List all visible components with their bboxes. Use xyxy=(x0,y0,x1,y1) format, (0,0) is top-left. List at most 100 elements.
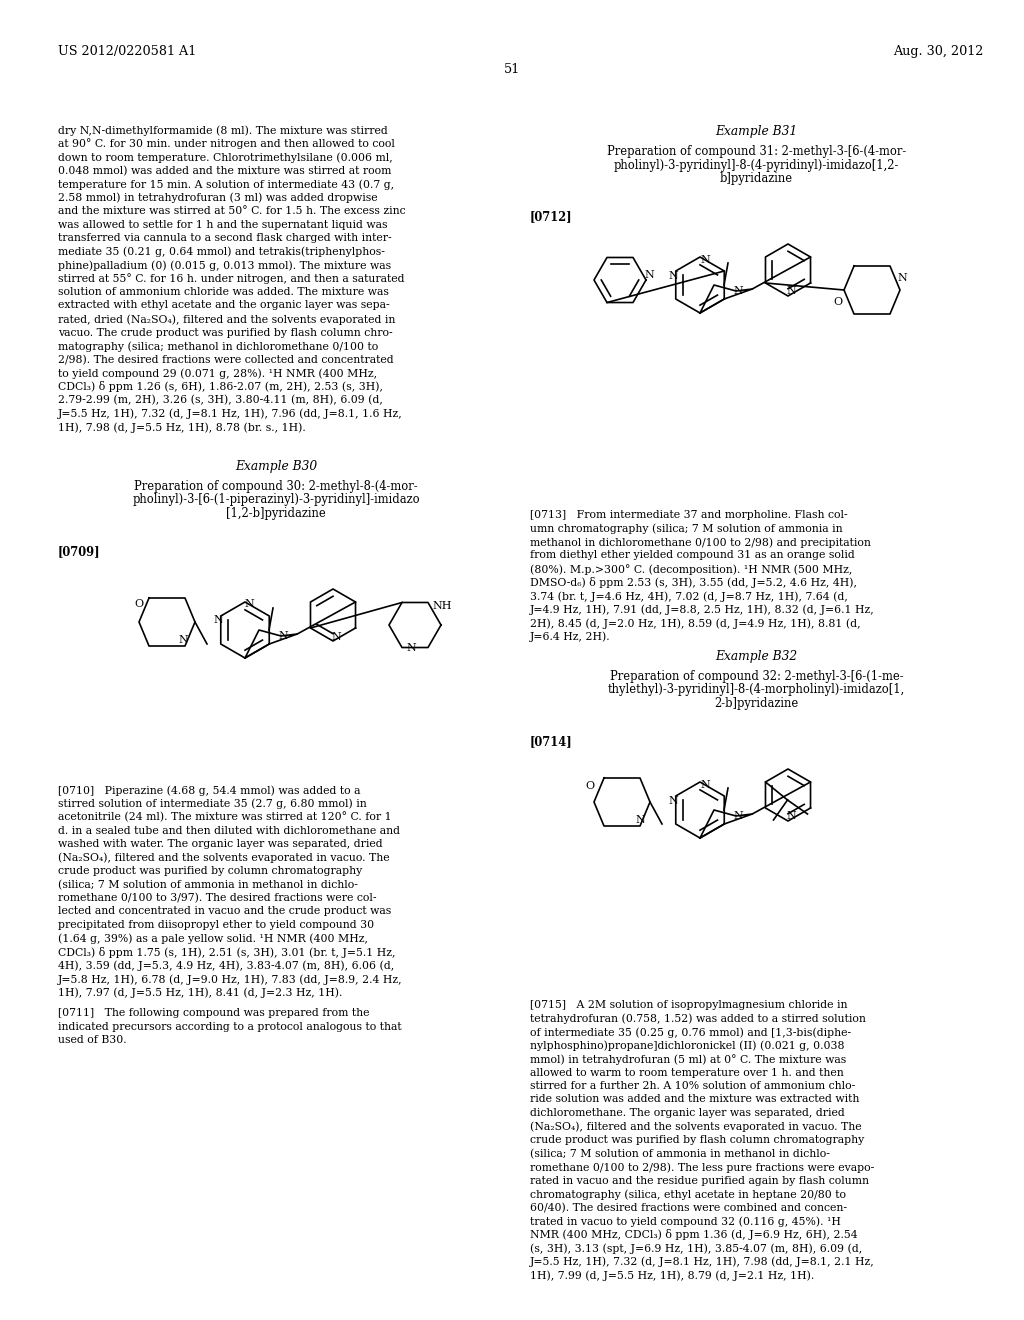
Text: nylphosphino)propane]dichloronickel (II) (0.021 g, 0.038: nylphosphino)propane]dichloronickel (II)… xyxy=(530,1040,845,1051)
Text: Preparation of compound 30: 2-methyl-8-(4-mor-: Preparation of compound 30: 2-methyl-8-(… xyxy=(134,480,418,492)
Text: solution of ammonium chloride was added. The mixture was: solution of ammonium chloride was added.… xyxy=(58,286,389,297)
Text: of intermediate 35 (0.25 g, 0.76 mmol) and [1,3-bis(diphe-: of intermediate 35 (0.25 g, 0.76 mmol) a… xyxy=(530,1027,851,1038)
Text: Example B31: Example B31 xyxy=(716,125,798,139)
Text: [0711]   The following compound was prepared from the: [0711] The following compound was prepar… xyxy=(58,1008,370,1018)
Text: N: N xyxy=(733,810,743,821)
Text: ride solution was added and the mixture was extracted with: ride solution was added and the mixture … xyxy=(530,1094,859,1105)
Text: N: N xyxy=(279,631,288,642)
Text: pholinyl)-3-[6-(1-piperazinyl)-3-pyridinyl]-imidazo: pholinyl)-3-[6-(1-piperazinyl)-3-pyridin… xyxy=(132,494,420,507)
Text: (80%). M.p.>300° C. (decomposition). ¹H NMR (500 MHz,: (80%). M.p.>300° C. (decomposition). ¹H … xyxy=(530,564,852,576)
Text: 1H), 7.97 (d, J=5.5 Hz, 1H), 8.41 (d, J=2.3 Hz, 1H).: 1H), 7.97 (d, J=5.5 Hz, 1H), 8.41 (d, J=… xyxy=(58,987,342,998)
Text: DMSO-d₆) δ ppm 2.53 (s, 3H), 3.55 (dd, J=5.2, 4.6 Hz, 4H),: DMSO-d₆) δ ppm 2.53 (s, 3H), 3.55 (dd, J… xyxy=(530,578,857,589)
Text: 2.79-2.99 (m, 2H), 3.26 (s, 3H), 3.80-4.11 (m, 8H), 6.09 (d,: 2.79-2.99 (m, 2H), 3.26 (s, 3H), 3.80-4.… xyxy=(58,395,383,405)
Text: CDCl₃) δ ppm 1.26 (s, 6H), 1.86-2.07 (m, 2H), 2.53 (s, 3H),: CDCl₃) δ ppm 1.26 (s, 6H), 1.86-2.07 (m,… xyxy=(58,381,383,392)
Text: US 2012/0220581 A1: US 2012/0220581 A1 xyxy=(58,45,197,58)
Text: NH: NH xyxy=(432,602,452,611)
Text: (silica; 7 M solution of ammonia in methanol in dichlo-: (silica; 7 M solution of ammonia in meth… xyxy=(530,1148,829,1159)
Text: to yield compound 29 (0.071 g, 28%). ¹H NMR (400 MHz,: to yield compound 29 (0.071 g, 28%). ¹H … xyxy=(58,368,377,379)
Text: dry N,N-dimethylformamide (8 ml). The mixture was stirred: dry N,N-dimethylformamide (8 ml). The mi… xyxy=(58,125,388,136)
Text: Preparation of compound 31: 2-methyl-3-[6-(4-mor-: Preparation of compound 31: 2-methyl-3-[… xyxy=(607,145,906,158)
Text: N: N xyxy=(786,810,796,821)
Text: [0709]: [0709] xyxy=(58,545,100,558)
Text: Example B30: Example B30 xyxy=(234,459,317,473)
Text: rated, dried (Na₂SO₄), filtered and the solvents evaporated in: rated, dried (Na₂SO₄), filtered and the … xyxy=(58,314,395,325)
Text: O: O xyxy=(586,781,595,791)
Text: 2/98). The desired fractions were collected and concentrated: 2/98). The desired fractions were collec… xyxy=(58,355,393,364)
Text: chromatography (silica, ethyl acetate in heptane 20/80 to: chromatography (silica, ethyl acetate in… xyxy=(530,1189,846,1200)
Text: J=4.9 Hz, 1H), 7.91 (dd, J=8.8, 2.5 Hz, 1H), 8.32 (d, J=6.1 Hz,: J=4.9 Hz, 1H), 7.91 (dd, J=8.8, 2.5 Hz, … xyxy=(530,605,874,615)
Text: b]pyridazine: b]pyridazine xyxy=(720,172,793,185)
Text: umn chromatography (silica; 7 M solution of ammonia in: umn chromatography (silica; 7 M solution… xyxy=(530,524,843,535)
Text: 51: 51 xyxy=(504,63,520,77)
Text: CDCl₃) δ ppm 1.75 (s, 1H), 2.51 (s, 3H), 3.01 (br. t, J=5.1 Hz,: CDCl₃) δ ppm 1.75 (s, 1H), 2.51 (s, 3H),… xyxy=(58,946,395,958)
Text: N: N xyxy=(669,271,679,281)
Text: [0712]: [0712] xyxy=(530,210,572,223)
Text: precipitated from diisopropyl ether to yield compound 30: precipitated from diisopropyl ether to y… xyxy=(58,920,374,931)
Text: N: N xyxy=(700,255,710,265)
Text: phine)palladium (0) (0.015 g, 0.013 mmol). The mixture was: phine)palladium (0) (0.015 g, 0.013 mmol… xyxy=(58,260,391,271)
Text: J=6.4 Hz, 2H).: J=6.4 Hz, 2H). xyxy=(530,631,610,642)
Text: temperature for 15 min. A solution of intermediate 43 (0.7 g,: temperature for 15 min. A solution of in… xyxy=(58,180,394,190)
Text: mmol) in tetrahydrofuran (5 ml) at 0° C. The mixture was: mmol) in tetrahydrofuran (5 ml) at 0° C.… xyxy=(530,1053,846,1065)
Text: 4H), 3.59 (dd, J=5.3, 4.9 Hz, 4H), 3.83-4.07 (m, 8H), 6.06 (d,: 4H), 3.59 (dd, J=5.3, 4.9 Hz, 4H), 3.83-… xyxy=(58,961,394,972)
Text: romethane 0/100 to 3/97). The desired fractions were col-: romethane 0/100 to 3/97). The desired fr… xyxy=(58,894,377,903)
Text: stirred solution of intermediate 35 (2.7 g, 6.80 mmol) in: stirred solution of intermediate 35 (2.7… xyxy=(58,799,367,809)
Text: vacuo. The crude product was purified by flash column chro-: vacuo. The crude product was purified by… xyxy=(58,327,392,338)
Text: pholinyl)-3-pyridinyl]-8-(4-pyridinyl)-imidazo[1,2-: pholinyl)-3-pyridinyl]-8-(4-pyridinyl)-i… xyxy=(613,158,899,172)
Text: (1.64 g, 39%) as a pale yellow solid. ¹H NMR (400 MHz,: (1.64 g, 39%) as a pale yellow solid. ¹H… xyxy=(58,933,368,944)
Text: (Na₂SO₄), filtered and the solvents evaporated in vacuo. The: (Na₂SO₄), filtered and the solvents evap… xyxy=(530,1122,861,1133)
Text: Preparation of compound 32: 2-methyl-3-[6-(1-me-: Preparation of compound 32: 2-methyl-3-[… xyxy=(609,671,903,682)
Text: romethane 0/100 to 2/98). The less pure fractions were evapo-: romethane 0/100 to 2/98). The less pure … xyxy=(530,1162,874,1172)
Text: was allowed to settle for 1 h and the supernatant liquid was: was allowed to settle for 1 h and the su… xyxy=(58,219,387,230)
Text: Example B32: Example B32 xyxy=(716,649,798,663)
Text: N: N xyxy=(700,780,710,789)
Text: crude product was purified by flash column chromatography: crude product was purified by flash colu… xyxy=(530,1135,864,1144)
Text: J=5.5 Hz, 1H), 7.32 (d, J=8.1 Hz, 1H), 7.96 (dd, J=8.1, 1.6 Hz,: J=5.5 Hz, 1H), 7.32 (d, J=8.1 Hz, 1H), 7… xyxy=(58,408,402,418)
Text: [0713]   From intermediate 37 and morpholine. Flash col-: [0713] From intermediate 37 and morpholi… xyxy=(530,510,848,520)
Text: N: N xyxy=(669,796,679,807)
Text: 1H), 7.98 (d, J=5.5 Hz, 1H), 8.78 (br. s., 1H).: 1H), 7.98 (d, J=5.5 Hz, 1H), 8.78 (br. s… xyxy=(58,422,306,433)
Text: [0714]: [0714] xyxy=(530,735,572,748)
Text: stirred at 55° C. for 16 h. under nitrogen, and then a saturated: stirred at 55° C. for 16 h. under nitrog… xyxy=(58,273,404,284)
Text: N: N xyxy=(733,286,743,296)
Text: dichloromethane. The organic layer was separated, dried: dichloromethane. The organic layer was s… xyxy=(530,1107,845,1118)
Text: [1,2-b]pyridazine: [1,2-b]pyridazine xyxy=(226,507,326,520)
Text: 60/40). The desired fractions were combined and concen-: 60/40). The desired fractions were combi… xyxy=(530,1203,847,1213)
Text: O: O xyxy=(134,599,143,609)
Text: N: N xyxy=(897,273,907,282)
Text: N: N xyxy=(406,643,416,652)
Text: acetonitrile (24 ml). The mixture was stirred at 120° C. for 1: acetonitrile (24 ml). The mixture was st… xyxy=(58,812,391,822)
Text: thylethyl)-3-pyridinyl]-8-(4-morpholinyl)-imidazo[1,: thylethyl)-3-pyridinyl]-8-(4-morpholinyl… xyxy=(608,684,905,697)
Text: N: N xyxy=(214,615,223,624)
Text: 0.048 mmol) was added and the mixture was stirred at room: 0.048 mmol) was added and the mixture wa… xyxy=(58,165,391,176)
Text: N: N xyxy=(644,271,654,280)
Text: stirred for a further 2h. A 10% solution of ammonium chlo-: stirred for a further 2h. A 10% solution… xyxy=(530,1081,855,1092)
Text: 3.74 (br. t, J=4.6 Hz, 4H), 7.02 (d, J=8.7 Hz, 1H), 7.64 (d,: 3.74 (br. t, J=4.6 Hz, 4H), 7.02 (d, J=8… xyxy=(530,591,848,602)
Text: and the mixture was stirred at 50° C. for 1.5 h. The excess zinc: and the mixture was stirred at 50° C. fo… xyxy=(58,206,406,216)
Text: 2-b]pyridazine: 2-b]pyridazine xyxy=(715,697,799,710)
Text: lected and concentrated in vacuo and the crude product was: lected and concentrated in vacuo and the… xyxy=(58,907,391,916)
Text: extracted with ethyl acetate and the organic layer was sepa-: extracted with ethyl acetate and the org… xyxy=(58,301,389,310)
Text: transferred via cannula to a second flask charged with inter-: transferred via cannula to a second flas… xyxy=(58,234,391,243)
Text: 2.58 mmol) in tetrahydrofuran (3 ml) was added dropwise: 2.58 mmol) in tetrahydrofuran (3 ml) was… xyxy=(58,193,378,203)
Text: [0710]   Piperazine (4.68 g, 54.4 mmol) was added to a: [0710] Piperazine (4.68 g, 54.4 mmol) wa… xyxy=(58,785,360,796)
Text: J=5.8 Hz, 1H), 6.78 (d, J=9.0 Hz, 1H), 7.83 (dd, J=8.9, 2.4 Hz,: J=5.8 Hz, 1H), 6.78 (d, J=9.0 Hz, 1H), 7… xyxy=(58,974,402,985)
Text: (s, 3H), 3.13 (spt, J=6.9 Hz, 1H), 3.85-4.07 (m, 8H), 6.09 (d,: (s, 3H), 3.13 (spt, J=6.9 Hz, 1H), 3.85-… xyxy=(530,1243,862,1254)
Text: at 90° C. for 30 min. under nitrogen and then allowed to cool: at 90° C. for 30 min. under nitrogen and… xyxy=(58,139,395,149)
Text: allowed to warm to room temperature over 1 h. and then: allowed to warm to room temperature over… xyxy=(530,1068,844,1077)
Text: 1H), 7.99 (d, J=5.5 Hz, 1H), 8.79 (d, J=2.1 Hz, 1H).: 1H), 7.99 (d, J=5.5 Hz, 1H), 8.79 (d, J=… xyxy=(530,1270,814,1280)
Text: washed with water. The organic layer was separated, dried: washed with water. The organic layer was… xyxy=(58,840,383,849)
Text: (silica; 7 M solution of ammonia in methanol in dichlo-: (silica; 7 M solution of ammonia in meth… xyxy=(58,879,357,890)
Text: 2H), 8.45 (d, J=2.0 Hz, 1H), 8.59 (d, J=4.9 Hz, 1H), 8.81 (d,: 2H), 8.45 (d, J=2.0 Hz, 1H), 8.59 (d, J=… xyxy=(530,618,860,628)
Text: (Na₂SO₄), filtered and the solvents evaporated in vacuo. The: (Na₂SO₄), filtered and the solvents evap… xyxy=(58,853,389,863)
Text: trated in vacuo to yield compound 32 (0.116 g, 45%). ¹H: trated in vacuo to yield compound 32 (0.… xyxy=(530,1216,841,1226)
Text: down to room temperature. Chlorotrimethylsilane (0.006 ml,: down to room temperature. Chlorotrimethy… xyxy=(58,152,393,162)
Text: N: N xyxy=(786,286,796,296)
Text: N: N xyxy=(244,599,254,609)
Text: used of B30.: used of B30. xyxy=(58,1035,127,1045)
Text: tetrahydrofuran (0.758, 1.52) was added to a stirred solution: tetrahydrofuran (0.758, 1.52) was added … xyxy=(530,1014,866,1024)
Text: from diethyl ether yielded compound 31 as an orange solid: from diethyl ether yielded compound 31 a… xyxy=(530,550,855,561)
Text: indicated precursors according to a protocol analogous to that: indicated precursors according to a prot… xyxy=(58,1022,401,1031)
Text: O: O xyxy=(834,297,843,308)
Text: rated in vacuo and the residue purified again by flash column: rated in vacuo and the residue purified … xyxy=(530,1176,869,1185)
